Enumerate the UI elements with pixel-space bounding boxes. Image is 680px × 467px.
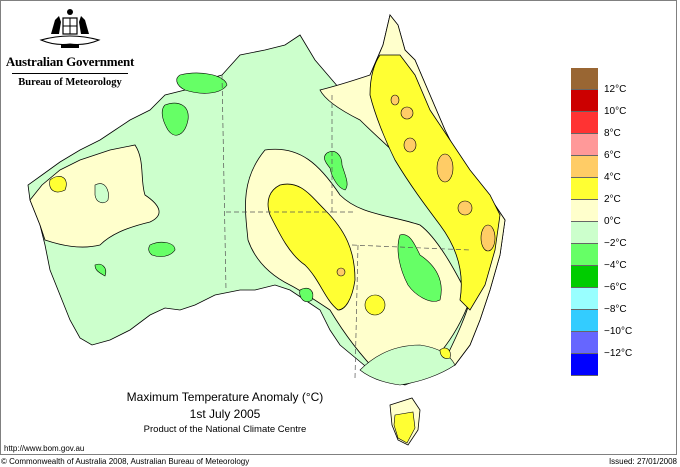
legend-label: −8°C xyxy=(604,304,627,315)
coat-of-arms-icon xyxy=(39,9,101,48)
legend-swatch xyxy=(571,178,598,200)
legend-swatch xyxy=(571,68,598,90)
copyright-text: © Commonwealth of Australia 2008, Austra… xyxy=(1,457,250,466)
legend-label: 8°C xyxy=(604,128,621,139)
bom-url-link[interactable]: http://www.bom.gov.au xyxy=(4,444,85,453)
legend-label: −6°C xyxy=(604,282,627,293)
legend-label: 6°C xyxy=(604,150,621,161)
legend-swatch xyxy=(571,288,598,310)
color-legend: 12°C 10°C 8°C 6°C 4°C 2°C 0°C −2°C −4°C … xyxy=(571,68,651,376)
legend-label: −12°C xyxy=(604,348,633,359)
legend-swatch xyxy=(571,112,598,134)
government-title: Australian Government xyxy=(5,54,135,69)
legend-swatch xyxy=(571,266,598,288)
legend-label: −2°C xyxy=(604,238,627,249)
map-title-block: Maximum Temperature Anomaly (°C) 1st Jul… xyxy=(105,389,345,436)
legend-swatch xyxy=(571,332,598,354)
legend-label: −10°C xyxy=(604,326,633,337)
legend-swatch xyxy=(571,200,598,222)
map-title: Maximum Temperature Anomaly (°C) xyxy=(126,390,324,404)
issued-date: Issued: 27/01/2008 xyxy=(608,457,677,466)
legend-swatch xyxy=(571,156,598,178)
legend-label: 2°C xyxy=(604,194,621,205)
legend-swatch xyxy=(571,244,598,266)
legend-label: 10°C xyxy=(604,106,627,117)
legend-swatch xyxy=(571,134,598,156)
legend-label: 12°C xyxy=(604,84,627,95)
bom-logo: Australian Government Bureau of Meteorol… xyxy=(0,6,140,88)
legend-swatch xyxy=(571,310,598,332)
legend-label: −4°C xyxy=(604,260,627,271)
legend-swatch xyxy=(571,354,598,376)
map-date: 1st July 2005 xyxy=(189,407,261,421)
title-divider xyxy=(12,73,128,74)
legend-swatch xyxy=(571,90,598,112)
legend-label: 0°C xyxy=(604,216,621,227)
legend-label: 4°C xyxy=(604,172,621,183)
bureau-name: Bureau of Meteorology xyxy=(18,77,122,88)
legend-swatch xyxy=(571,222,598,244)
map-product: Product of the National Climate Centre xyxy=(143,424,307,435)
